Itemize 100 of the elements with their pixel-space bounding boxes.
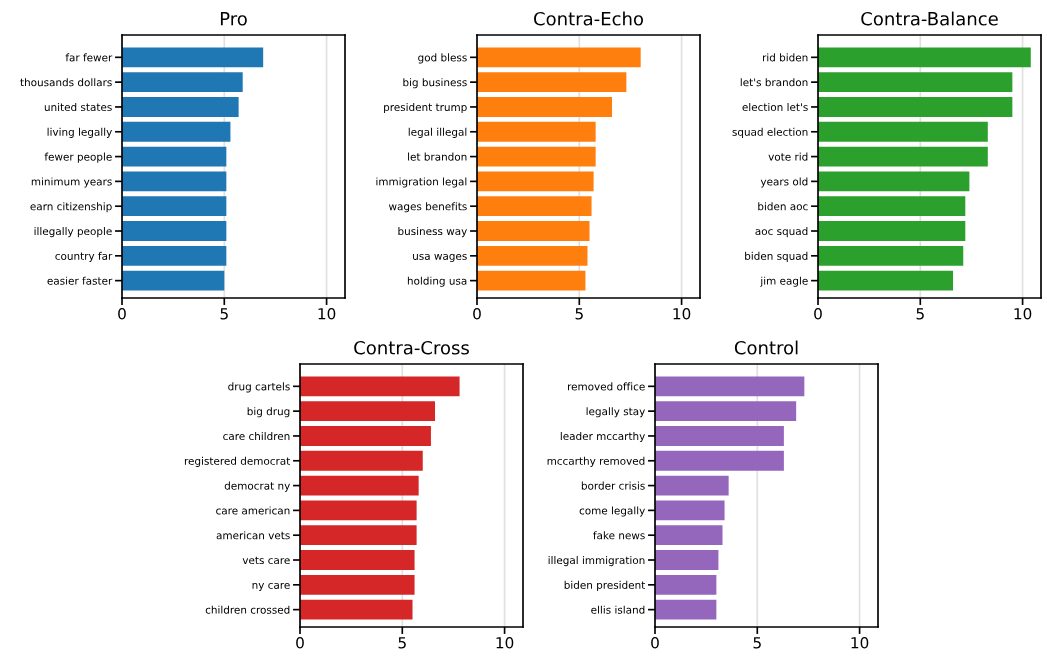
x-tick-label: 0 bbox=[118, 307, 126, 320]
bar bbox=[300, 401, 436, 422]
x-tick-label: 5 bbox=[916, 308, 924, 320]
y-tick-label: election let's bbox=[742, 103, 808, 112]
bar bbox=[300, 599, 413, 620]
y-tick-label: living legally bbox=[47, 127, 112, 138]
y-tick-label: rid biden bbox=[762, 53, 808, 62]
y-tick-label: holding usa bbox=[407, 276, 467, 287]
y-tick-label: biden aoc bbox=[758, 202, 808, 211]
chart-title: Contra-Echo bbox=[534, 11, 644, 26]
bar bbox=[300, 450, 423, 471]
bar bbox=[122, 121, 231, 142]
y-tick-label: squad election bbox=[732, 127, 808, 138]
bar bbox=[122, 97, 239, 117]
y-tick-label: children crossed bbox=[205, 605, 290, 614]
y-tick-label: let's brandon bbox=[740, 78, 808, 87]
bar bbox=[655, 426, 784, 446]
bar bbox=[300, 500, 417, 521]
bar bbox=[477, 171, 594, 192]
y-tick-label: let brandon bbox=[408, 152, 467, 161]
x-tick-label: 5 bbox=[575, 308, 583, 320]
x-tick-label: 10 bbox=[1014, 307, 1032, 320]
bar bbox=[818, 270, 954, 291]
bar bbox=[300, 550, 415, 570]
bar bbox=[122, 221, 227, 241]
y-tick-label: registered democrat bbox=[184, 456, 291, 467]
bar bbox=[655, 500, 725, 521]
x-tick-label: 0 bbox=[651, 636, 659, 649]
y-tick-label: united states bbox=[44, 103, 112, 112]
bar bbox=[122, 146, 227, 167]
x-tick-label: 10 bbox=[851, 636, 869, 649]
bar bbox=[655, 550, 719, 570]
x-tick-label: 5 bbox=[220, 308, 228, 320]
bar bbox=[477, 146, 596, 167]
y-tick-label: mccarthy removed bbox=[547, 456, 645, 467]
bar bbox=[655, 401, 797, 422]
y-tick-label: democrat ny bbox=[224, 481, 290, 492]
x-tick-label: 5 bbox=[398, 637, 406, 649]
y-tick-label: leader mccarthy bbox=[560, 432, 645, 443]
y-tick-label: come legally bbox=[579, 506, 645, 517]
bar bbox=[818, 47, 1031, 68]
y-tick-label: immigration legal bbox=[376, 177, 467, 188]
y-tick-label: illegally people bbox=[34, 227, 112, 238]
chart-title: Pro bbox=[220, 12, 247, 26]
y-tick-label: easier faster bbox=[47, 276, 113, 285]
bar bbox=[655, 599, 717, 620]
y-tick-label: usa wages bbox=[413, 253, 467, 262]
y-tick-label: care american bbox=[216, 506, 290, 515]
bar bbox=[300, 426, 431, 446]
bar bbox=[122, 47, 264, 68]
y-tick-label: country far bbox=[55, 251, 113, 262]
y-tick-label: fake news bbox=[593, 531, 645, 540]
y-tick-label: big business bbox=[403, 78, 467, 89]
bar bbox=[477, 47, 641, 68]
y-tick-label: biden president bbox=[564, 580, 646, 591]
bar bbox=[477, 245, 588, 266]
y-tick-label: thousands dollars bbox=[20, 78, 112, 87]
y-tick-label: ellis island bbox=[591, 605, 645, 614]
chart-title: Contra-Balance bbox=[861, 11, 998, 26]
x-tick-label: 10 bbox=[496, 636, 514, 649]
bar bbox=[477, 270, 586, 291]
y-tick-label: care children bbox=[223, 432, 290, 441]
y-tick-label: wages benefits bbox=[388, 202, 467, 213]
y-tick-label: minimum years bbox=[31, 177, 112, 188]
x-tick-label: 0 bbox=[473, 307, 481, 320]
y-tick-label: american vets bbox=[216, 531, 290, 540]
bar bbox=[300, 525, 417, 546]
bar bbox=[122, 72, 243, 93]
y-tick-label: ny care bbox=[252, 582, 290, 591]
bar bbox=[300, 475, 419, 496]
x-tick-label: 0 bbox=[814, 307, 822, 320]
bar bbox=[818, 196, 966, 217]
bar bbox=[477, 121, 596, 142]
bar bbox=[300, 376, 460, 397]
y-tick-label: years old bbox=[760, 177, 808, 188]
y-tick-label: drug cartels bbox=[228, 382, 290, 393]
bar bbox=[818, 146, 988, 167]
bar bbox=[122, 171, 227, 192]
bar bbox=[818, 221, 966, 241]
y-tick-label: vets care bbox=[242, 556, 290, 565]
bar bbox=[477, 196, 592, 217]
y-tick-label: removed office bbox=[568, 382, 645, 391]
bar bbox=[818, 121, 988, 142]
chart-title: Contra-Cross bbox=[354, 340, 469, 355]
y-tick-label: legally stay bbox=[586, 407, 645, 418]
y-tick-label: border crisis bbox=[581, 481, 645, 490]
y-tick-label: illegal immigration bbox=[548, 556, 645, 567]
y-tick-label: big drug bbox=[247, 407, 290, 418]
y-tick-label: biden squad bbox=[745, 251, 808, 262]
x-tick-label: 5 bbox=[753, 637, 761, 649]
bar bbox=[655, 525, 723, 546]
bar bbox=[655, 376, 805, 397]
y-tick-label: vote rid bbox=[768, 152, 808, 161]
bar bbox=[818, 72, 1013, 93]
bar bbox=[300, 574, 415, 595]
y-tick-label: aoc squad bbox=[755, 227, 808, 238]
y-tick-label: business way bbox=[398, 227, 467, 238]
x-tick-label: 0 bbox=[296, 636, 304, 649]
y-tick-label: president trump bbox=[384, 103, 467, 114]
chart-title: Control bbox=[734, 340, 798, 355]
